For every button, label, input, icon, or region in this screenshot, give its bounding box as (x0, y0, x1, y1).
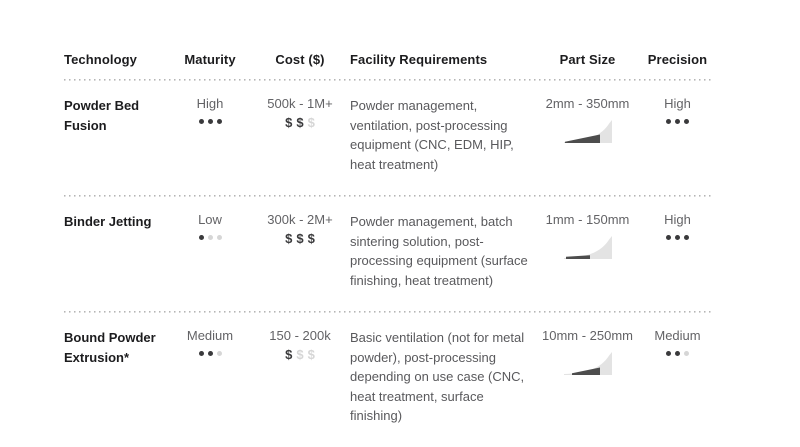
dot-filled (198, 351, 204, 357)
header-technology: Technology (64, 52, 137, 67)
dollar-filled: $ (296, 230, 304, 246)
dot-filled (207, 351, 213, 357)
header-part-size: Part Size (559, 52, 616, 67)
technology-comparison-table: Technology Maturity Cost ($) Facility Re… (64, 52, 720, 447)
part-size-range-icon (563, 235, 612, 259)
precision-cell: Medium (635, 328, 720, 426)
technology-name: Bound Powder Extrusion* (64, 330, 156, 366)
maturity-cell: Medium (170, 328, 250, 426)
table-row-binder-jetting: Binder Jetting Low 300k - 2M+ $ $ $ Powder… (64, 197, 720, 311)
part-size-range: 2mm - 350mm (545, 96, 630, 111)
dot-empty (207, 235, 213, 241)
precision-label: High (664, 96, 691, 111)
maturity-label: Medium (186, 328, 234, 343)
header-precision: Precision (647, 52, 708, 67)
maturity-label: High (196, 96, 224, 111)
cost-cell: 500k - 1M+ $ $ $ (250, 96, 350, 174)
dot-filled (684, 119, 689, 125)
precision-label: Medium (654, 328, 701, 343)
dollar-empty: $ (307, 346, 315, 362)
part-size-range-icon (563, 119, 612, 143)
dollar-filled: $ (296, 114, 304, 130)
precision-cell: High (635, 212, 720, 290)
facility-requirements-text: Basic ventilation (not for metal powder)… (350, 330, 525, 423)
dot-filled (207, 119, 213, 125)
technology-name: Powder Bed Fusion (64, 98, 140, 134)
dot-filled (198, 235, 204, 241)
dot-filled (666, 235, 671, 241)
dot-empty (216, 235, 222, 241)
part-size-range: 10mm - 250mm (541, 328, 634, 343)
dollar-filled: $ (307, 230, 315, 246)
precision-cell: High (635, 96, 720, 174)
dot-filled (666, 351, 671, 357)
dot-empty (684, 351, 689, 357)
dollar-empty: $ (307, 114, 315, 130)
facility-requirements-text: Powder management, ventilation, post-pro… (350, 98, 514, 172)
dollar-filled: $ (285, 346, 293, 362)
part-size-cell: 10mm - 250mm (540, 328, 635, 426)
dot-filled (198, 119, 204, 125)
cost-cell: 150 - 200k $ $ $ (250, 328, 350, 426)
dollar-filled: $ (285, 114, 293, 130)
part-size-cell: 2mm - 350mm (540, 96, 635, 174)
table-header-row: Technology Maturity Cost ($) Facility Re… (64, 52, 720, 79)
cost-dollar-rating: $ $ $ (250, 115, 350, 130)
cost-dollar-rating: $ $ $ (250, 231, 350, 246)
dot-filled (666, 119, 671, 125)
dot-filled (675, 235, 680, 241)
precision-label: High (664, 212, 691, 227)
cost-cell: 300k - 2M+ $ $ $ (250, 212, 350, 290)
maturity-rating-dots (170, 234, 250, 242)
maturity-rating-dots (170, 118, 250, 126)
cost-range: 500k - 1M+ (267, 96, 333, 111)
header-facility-requirements: Facility Requirements (350, 52, 488, 67)
dot-empty (216, 351, 222, 357)
cost-range: 150 - 200k (269, 328, 331, 343)
precision-rating-dots (635, 234, 720, 242)
row-divider (64, 195, 712, 197)
header-maturity: Maturity (184, 52, 236, 67)
dollar-empty: $ (296, 346, 304, 362)
part-size-range: 1mm - 150mm (545, 212, 630, 227)
cost-range: 300k - 2M+ (267, 212, 333, 227)
table-row-powder-bed-fusion: Powder Bed Fusion High 500k - 1M+ $ $ $ Po… (64, 81, 720, 195)
maturity-label: Low (198, 212, 222, 227)
dot-filled (216, 119, 222, 125)
part-size-cell: 1mm - 150mm (540, 212, 635, 290)
dot-filled (684, 235, 689, 241)
maturity-cell: Low (170, 212, 250, 290)
facility-requirements-text: Powder management, batch sintering solut… (350, 214, 528, 288)
header-cost: Cost ($) (275, 52, 325, 67)
cost-dollar-rating: $ $ $ (250, 347, 350, 362)
table-row-bound-powder-extrusion: Bound Powder Extrusion* Medium 150 - 200… (64, 313, 720, 447)
part-size-range-icon (563, 351, 612, 375)
row-divider (64, 311, 712, 313)
header-divider (64, 79, 712, 81)
precision-rating-dots (635, 350, 720, 358)
dot-filled (675, 351, 680, 357)
technology-name: Binder Jetting (64, 214, 152, 229)
maturity-rating-dots (170, 350, 250, 358)
precision-rating-dots (635, 118, 720, 126)
dot-filled (675, 119, 680, 125)
maturity-cell: High (170, 96, 250, 174)
dollar-filled: $ (285, 230, 293, 246)
